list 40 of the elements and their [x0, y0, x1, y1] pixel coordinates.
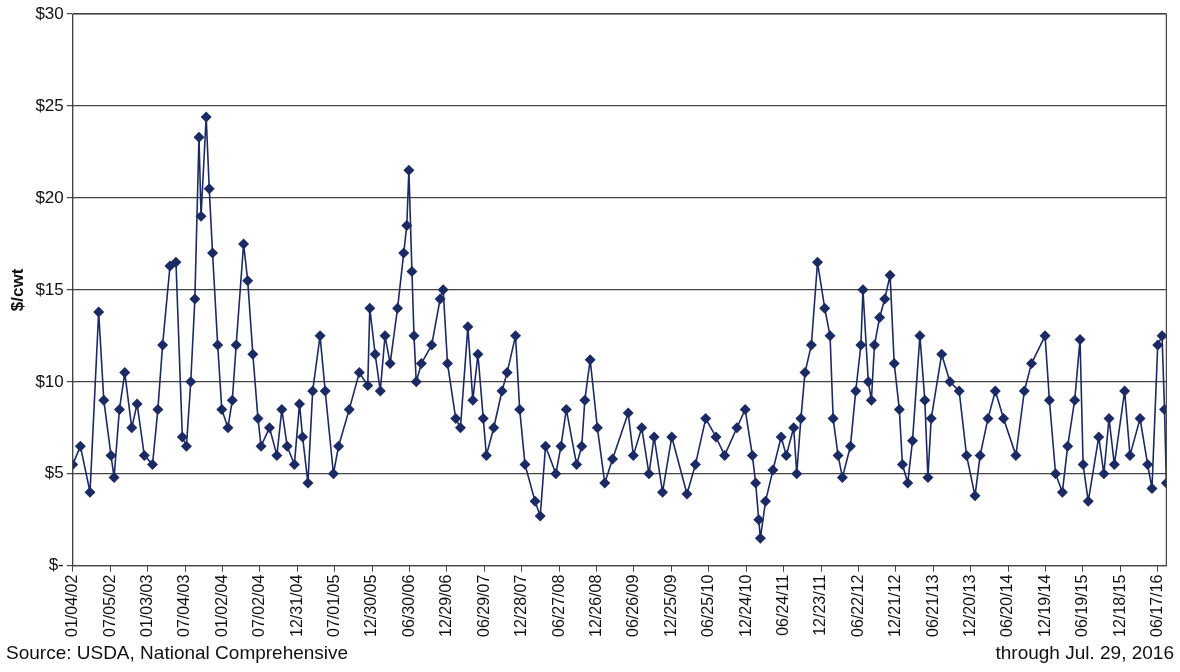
y-tick-label: $25 — [35, 95, 64, 115]
y-tick-label: $5 — [44, 463, 64, 483]
x-tick-label: 06/25/10 — [699, 574, 717, 637]
y-tick-label: $20 — [35, 187, 64, 207]
x-tick-label: 12/28/07 — [512, 574, 530, 637]
x-tick-label: 01/03/03 — [138, 574, 155, 637]
x-tick-label: 12/25/09 — [661, 574, 679, 637]
y-axis-title: $/cwt — [7, 268, 27, 312]
x-tick-label: 12/30/05 — [362, 574, 380, 637]
x-tick-label: 06/22/12 — [848, 574, 866, 637]
source-note: Source: USDA, National Comprehensive — [6, 642, 349, 664]
x-tick-label: 06/19/15 — [1073, 574, 1091, 637]
y-tick-label: $30 — [35, 3, 64, 23]
x-tick-label: 12/24/10 — [736, 574, 754, 637]
x-tick-label: 07/01/05 — [325, 574, 343, 637]
x-tick-label: 06/21/13 — [923, 574, 941, 637]
y-tick-label: $- — [48, 555, 64, 575]
x-tick-label: 12/19/14 — [1035, 574, 1053, 637]
x-tick-label: 12/23/11 — [811, 574, 829, 636]
x-tick-label: 06/26/09 — [624, 574, 642, 637]
x-tick-label: 12/18/15 — [1110, 574, 1128, 637]
x-tick-label: 06/30/06 — [399, 574, 417, 637]
x-tick-label: 06/24/11 — [774, 574, 792, 636]
x-tick-label: 12/21/12 — [886, 574, 904, 637]
y-tick-label: $15 — [35, 279, 64, 299]
x-tick-label: 12/29/06 — [437, 574, 455, 637]
x-tick-label: 06/29/07 — [474, 574, 492, 637]
x-tick-label: 12/31/04 — [287, 574, 305, 637]
y-tick-label: $10 — [35, 371, 64, 391]
x-tick-label: 07/02/04 — [250, 574, 268, 637]
x-tick-label: 12/20/13 — [961, 574, 979, 637]
x-tick-label: 06/17/16 — [1148, 574, 1166, 637]
text: through Jul. 29, 2016 — [995, 642, 1174, 664]
x-tick-label: 06/27/08 — [549, 574, 567, 637]
x-tick-label: 07/04/03 — [175, 574, 193, 637]
x-tick-label: 12/26/08 — [586, 574, 604, 637]
x-tick-label: 01/02/04 — [212, 574, 230, 637]
x-tick-label: 01/04/02 — [63, 574, 81, 637]
x-tick-label: 06/20/14 — [998, 574, 1016, 637]
x-tick-label: 07/05/02 — [100, 574, 118, 637]
